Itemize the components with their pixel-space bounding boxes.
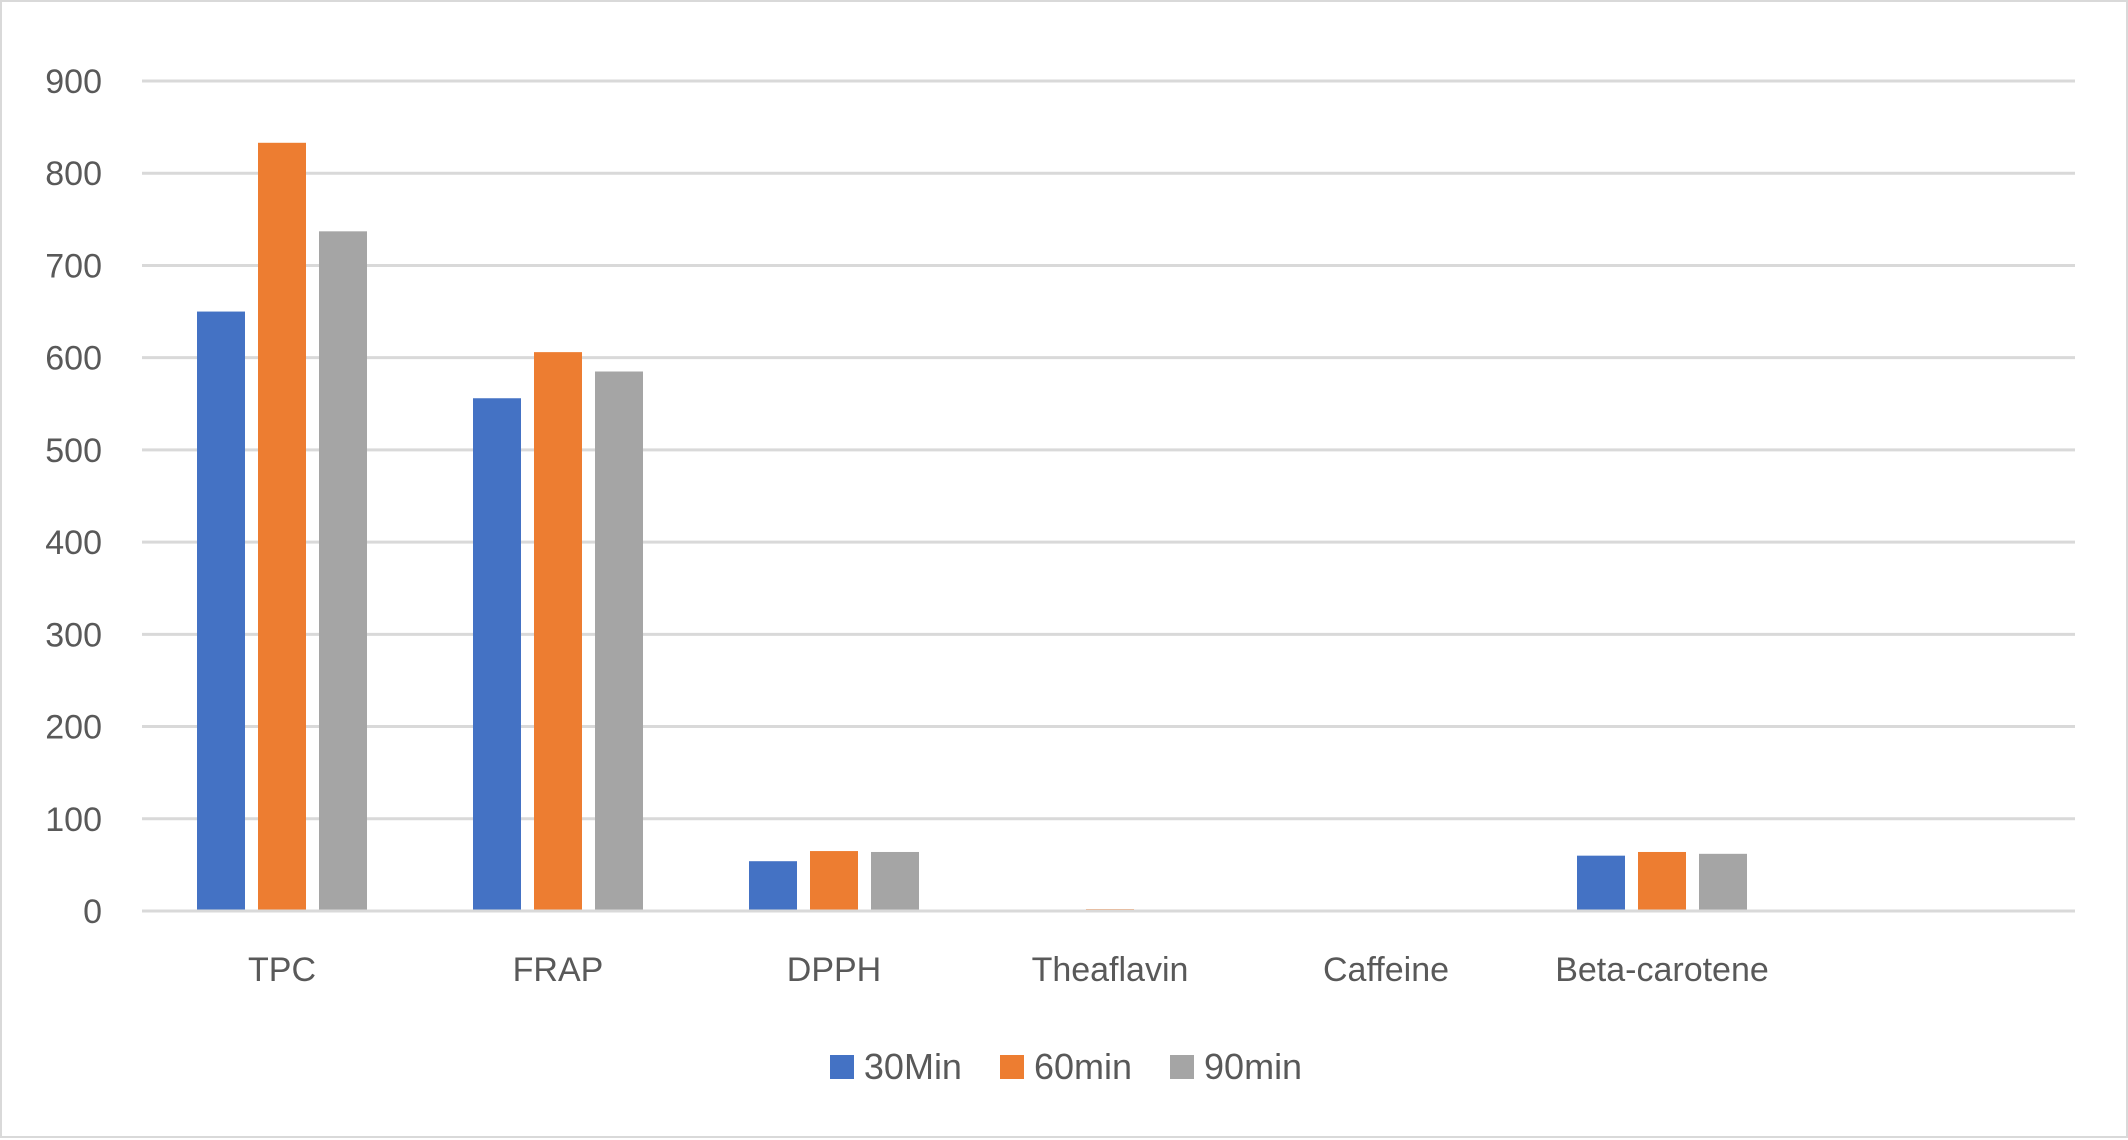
legend-item: 90min [1170, 1046, 1302, 1088]
x-tick-label: TPC [248, 951, 316, 989]
bar [197, 312, 245, 911]
legend-label: 60min [1034, 1046, 1132, 1088]
legend: 30Min 60min 90min [2, 1042, 2128, 1092]
x-tick-label: Caffeine [1323, 951, 1449, 989]
y-tick-label: 800 [45, 155, 102, 193]
bar [810, 851, 858, 911]
y-axis-tick-labels: 0 100 200 300 400 500 600 700 800 900 [45, 63, 102, 931]
y-tick-label: 900 [45, 63, 102, 101]
legend-item: 60min [1000, 1046, 1132, 1088]
bar [319, 231, 367, 911]
legend-label: 90min [1204, 1046, 1302, 1088]
bar [1638, 852, 1686, 911]
legend-item: 30Min [830, 1046, 962, 1088]
y-tick-label: 700 [45, 247, 102, 285]
legend-label: 30Min [864, 1046, 962, 1088]
x-tick-label: FRAP [513, 951, 604, 989]
x-axis-tick-labels: TPC FRAP DPPH Theaflavin Caffeine Beta-carote… [248, 951, 1769, 989]
legend-swatch [830, 1055, 854, 1079]
x-tick-label: Theaflavin [1032, 951, 1189, 989]
y-tick-label: 0 [83, 893, 102, 931]
gridlines [142, 81, 2075, 819]
y-tick-label: 300 [45, 616, 102, 654]
y-tick-label: 600 [45, 340, 102, 378]
y-tick-label: 400 [45, 524, 102, 562]
bar [473, 398, 521, 911]
y-tick-label: 100 [45, 801, 102, 839]
y-tick-label: 500 [45, 432, 102, 470]
bar [534, 352, 582, 911]
legend-swatch [1170, 1055, 1194, 1079]
bar [1699, 854, 1747, 911]
legend-swatch [1000, 1055, 1024, 1079]
bar [871, 852, 919, 911]
x-tick-label: Beta-carotene [1555, 951, 1769, 989]
bars [197, 143, 1747, 911]
y-tick-label: 200 [45, 709, 102, 747]
bar [258, 143, 306, 911]
bar [749, 861, 797, 911]
x-tick-label: DPPH [787, 951, 881, 989]
bar [595, 372, 643, 912]
bar [1577, 856, 1625, 911]
